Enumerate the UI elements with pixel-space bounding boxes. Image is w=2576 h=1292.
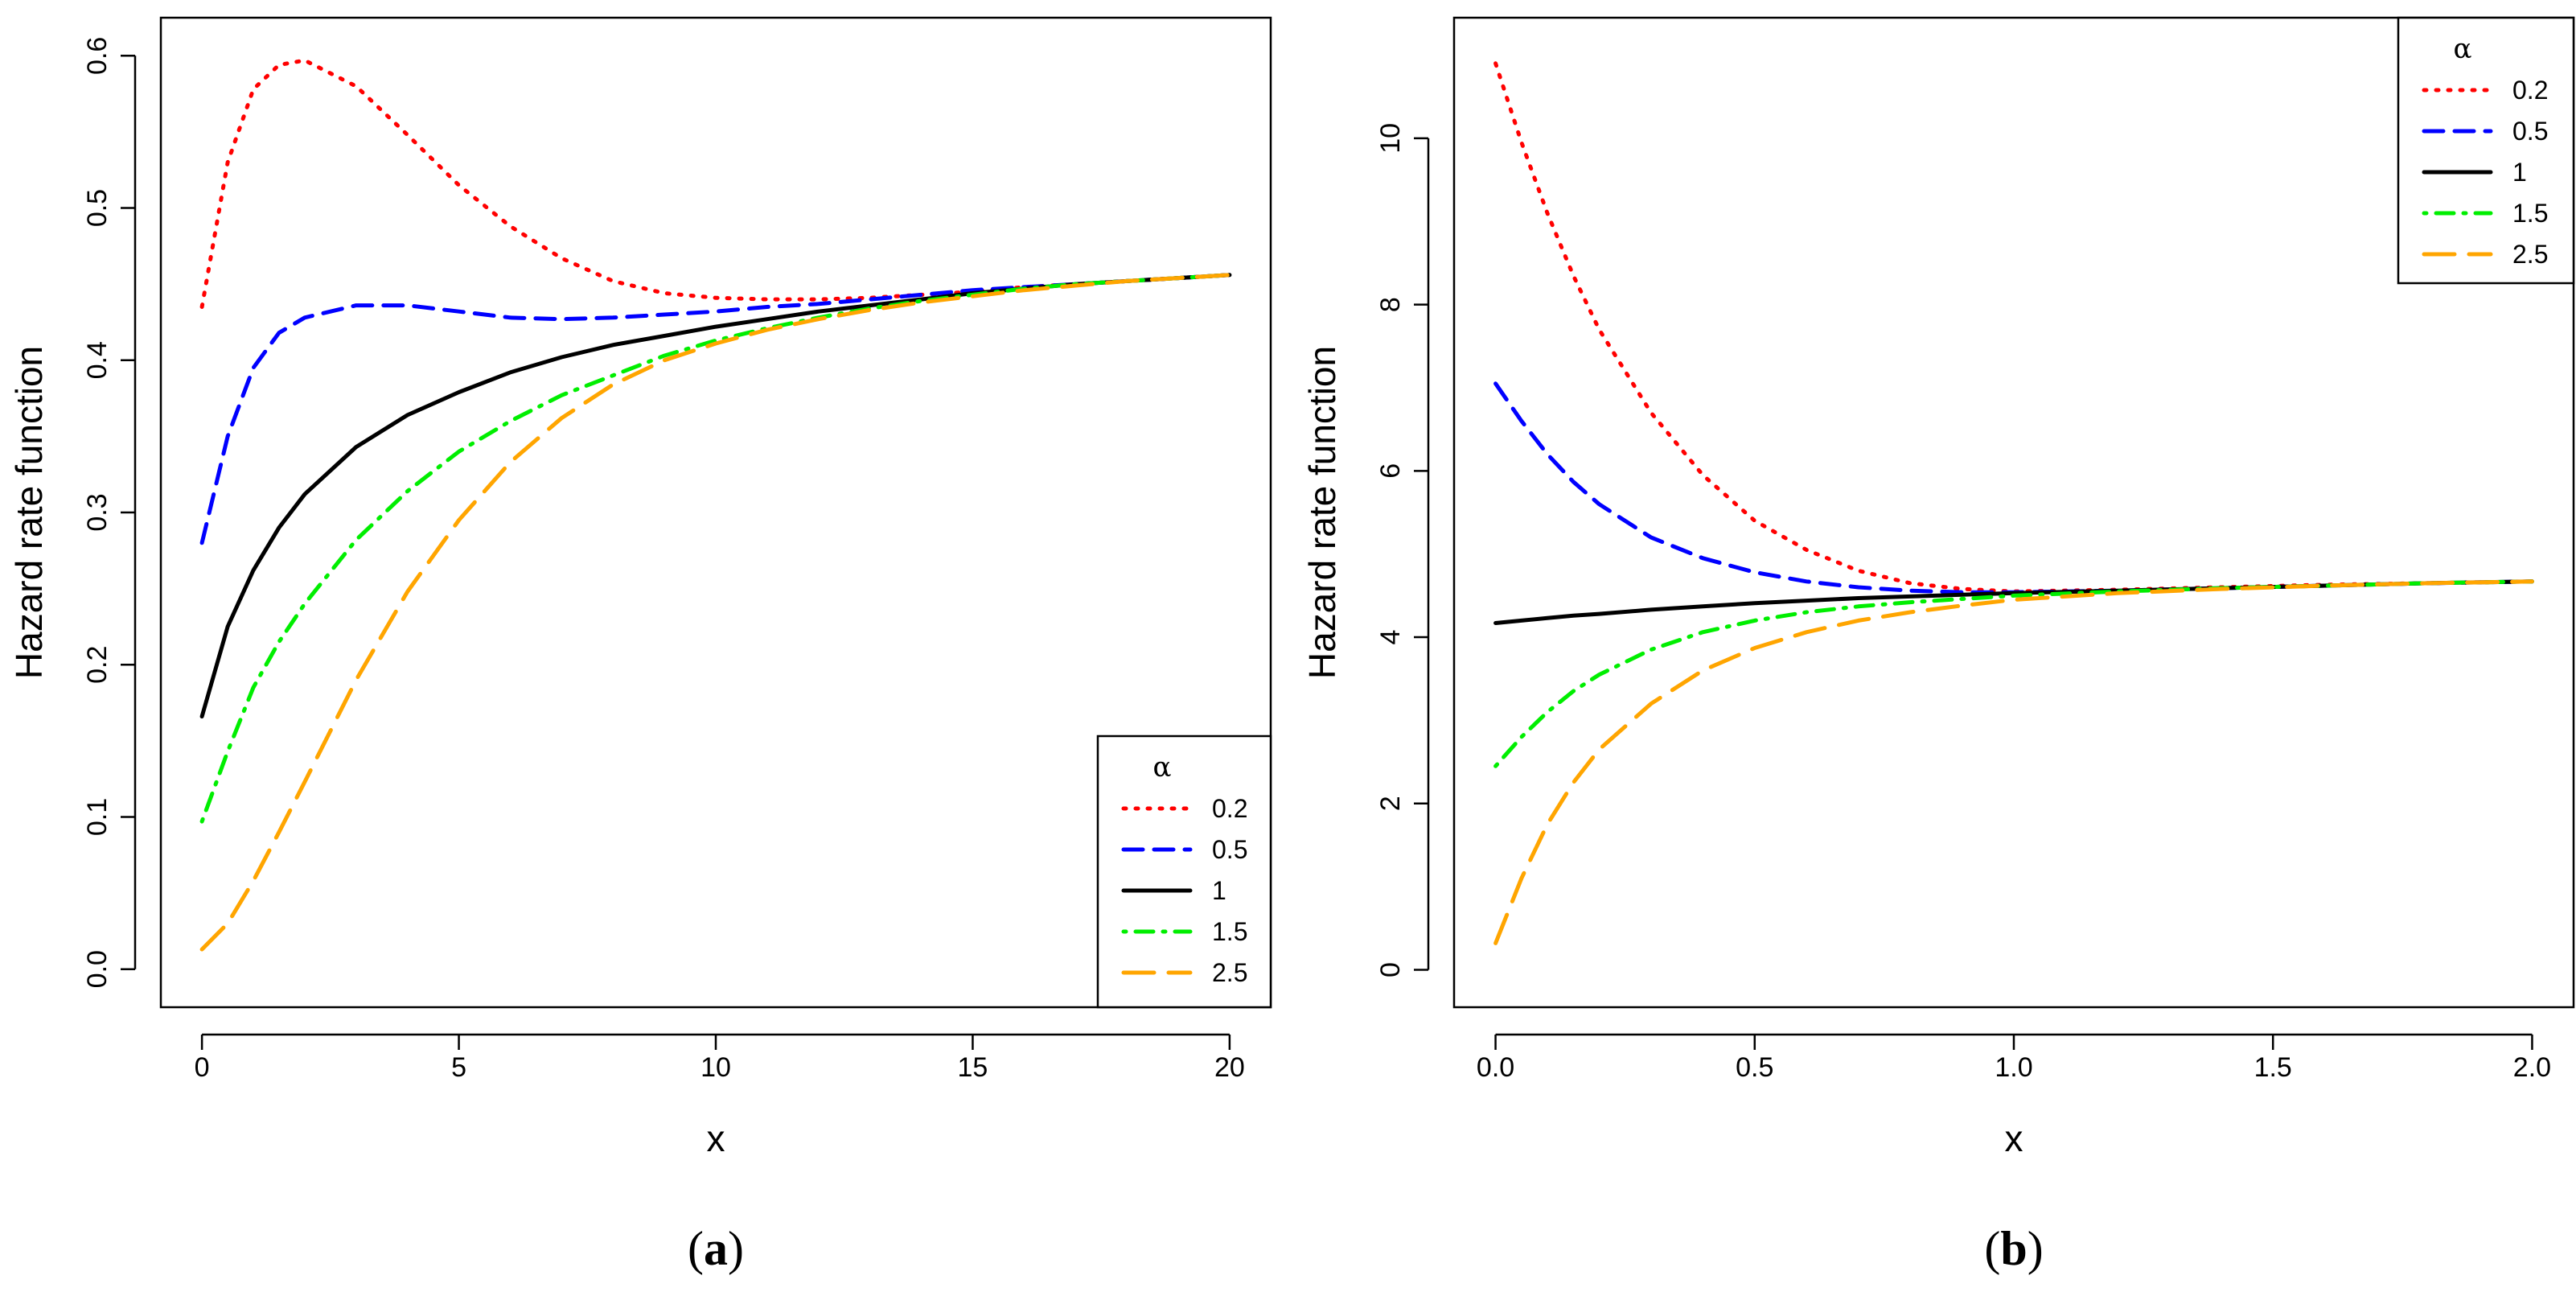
plot-frame (159, 16, 1272, 1009)
panel-caption: (a) (688, 1222, 744, 1275)
legend-box (1096, 734, 1272, 1009)
y-tick-label: 2 (1375, 796, 1406, 811)
legend: α 0.2 0.5 1 1.5 2.5 (2397, 16, 2575, 285)
x-tick-label: 20 (1214, 1052, 1245, 1083)
legend-label: 1 (1212, 876, 1226, 905)
legend: α 0.2 0.5 1 1.5 2.5 (1096, 734, 1272, 1009)
caption-close-paren: ) (728, 1222, 744, 1275)
y-tick-label: 0.1 (82, 798, 113, 836)
legend-label: 2.5 (2512, 240, 2548, 269)
x-tick-label: 15 (958, 1052, 988, 1083)
y-axis-title: Hazard rate function (1301, 346, 1343, 679)
series-line-0-5 (199, 273, 1232, 545)
x-tick-label: 1.5 (2254, 1052, 2292, 1083)
caption-open-paren: ( (688, 1222, 704, 1275)
series-group (1493, 61, 2534, 945)
x-tick-label: 0 (195, 1052, 210, 1083)
series-line-0-2 (199, 58, 1232, 309)
x-tick-label: 0.0 (1477, 1052, 1514, 1083)
series-line-2-5 (199, 273, 1232, 952)
y-tick-label: 10 (1375, 123, 1406, 154)
legend-box (2397, 16, 2575, 285)
caption-open-paren: ( (1984, 1222, 2000, 1275)
x-tick-label: 2.0 (2513, 1052, 2551, 1083)
legend-label: 2.5 (1212, 958, 1247, 987)
caption-panel-letter: b (2000, 1222, 2027, 1275)
x-axis-title: x (2005, 1117, 2023, 1159)
legend-label: 0.5 (1212, 835, 1247, 864)
x-tick-label: 5 (451, 1052, 466, 1083)
chart-panel-a: 0 5 10 15 20 x 0.0 0.1 0.2 0.3 0.4 0.5 0.6 Hazard rat… (8, 16, 1272, 1275)
series-line-1 (1493, 579, 2534, 625)
plot-frame (1452, 16, 2575, 1009)
legend-label: 0.2 (1212, 794, 1247, 823)
x-tick-label: 0.5 (1736, 1052, 1773, 1083)
series-group (199, 58, 1232, 952)
y-axis: 0.0 0.1 0.2 0.3 0.4 0.5 0.6 (82, 37, 137, 988)
caption-panel-letter: a (704, 1222, 728, 1275)
legend-label: 1.5 (2512, 199, 2548, 228)
x-tick-label: 1.0 (1995, 1052, 2032, 1083)
legend-label: 0.2 (2512, 76, 2548, 105)
y-tick-label: 0.2 (82, 646, 113, 684)
legend-label: 1 (2512, 158, 2527, 187)
y-tick-label: 6 (1375, 463, 1406, 479)
x-tick-label: 10 (700, 1052, 731, 1083)
series-line-1-5 (1493, 579, 2534, 768)
y-axis: 0 2 4 6 8 10 (1375, 123, 1430, 977)
y-tick-label: 0.6 (82, 37, 113, 75)
chart-panel-b: 0.0 0.5 1.0 1.5 2.0 x 0 2 4 6 8 10 Hazard rate funct… (1301, 16, 2575, 1275)
caption-close-paren: ) (2028, 1222, 2044, 1275)
x-axis-title: x (707, 1117, 725, 1159)
series-line-2-5 (1493, 579, 2534, 945)
y-tick-label: 0.4 (82, 341, 113, 379)
y-tick-label: 4 (1375, 630, 1406, 645)
y-tick-label: 0.3 (82, 493, 113, 531)
series-line-1-5 (199, 273, 1232, 824)
legend-title: α (1153, 751, 1172, 784)
x-axis: 0 5 10 15 20 (195, 1033, 1245, 1083)
y-tick-label: 0.0 (82, 950, 113, 988)
series-line-0-2 (1493, 61, 2534, 594)
legend-title: α (2454, 33, 2472, 65)
legend-label: 1.5 (1212, 917, 1247, 946)
y-tick-label: 8 (1375, 297, 1406, 312)
panel-caption: (b) (1984, 1222, 2043, 1275)
legend-label: 0.5 (2512, 117, 2548, 146)
y-tick-label: 0 (1375, 962, 1406, 977)
x-axis: 0.0 0.5 1.0 1.5 2.0 (1477, 1033, 2551, 1083)
y-tick-label: 0.5 (82, 189, 113, 227)
y-axis-title: Hazard rate function (8, 346, 50, 679)
